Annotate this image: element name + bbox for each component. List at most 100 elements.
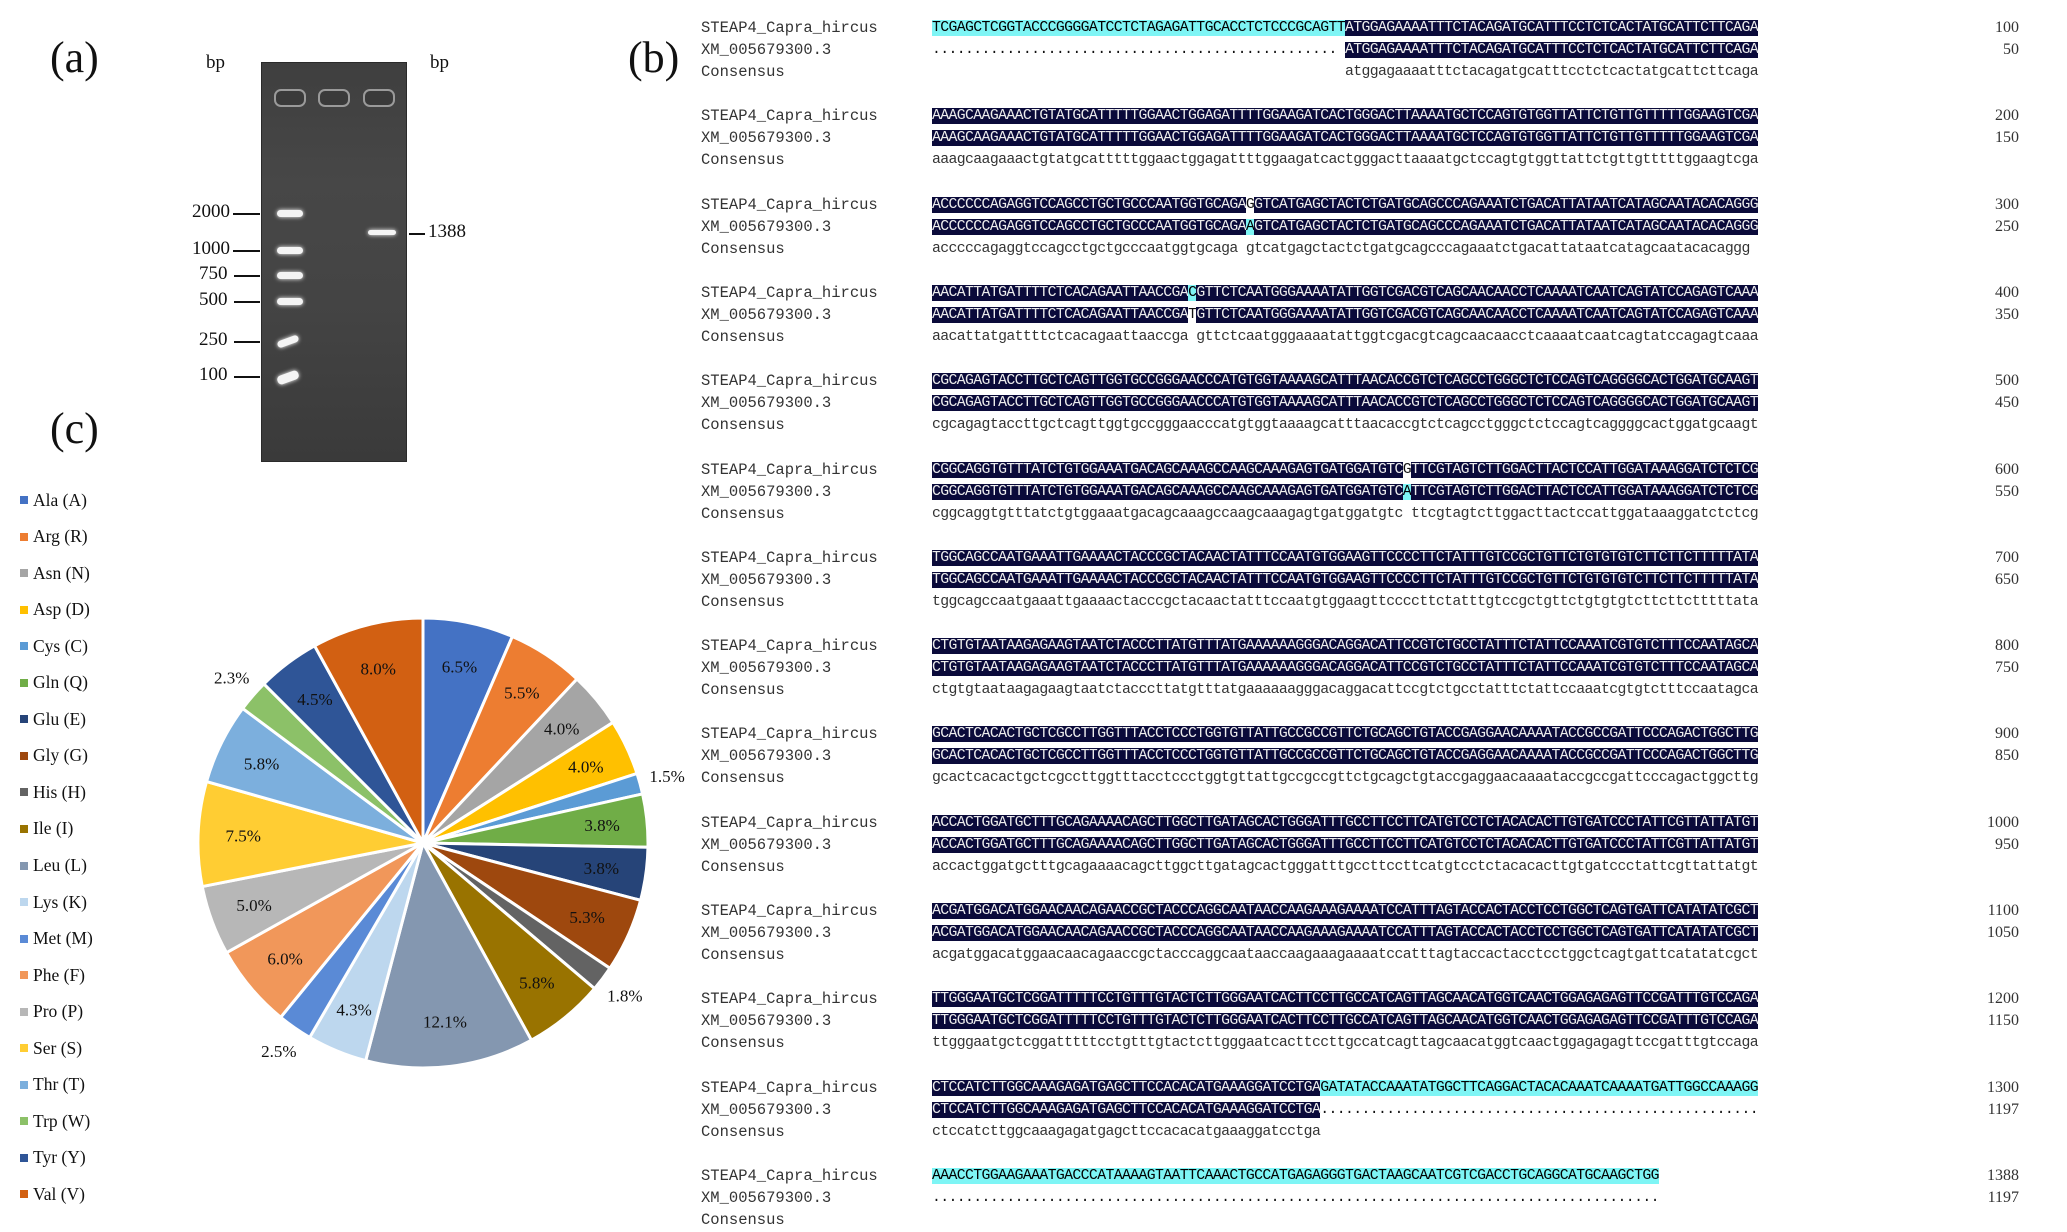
sequence-text: TGGCAGCCAATGAAATTGAAAACTACCCGCTACAACTATT… [932, 547, 1759, 569]
gel-image [261, 62, 407, 462]
legend-item: Asp (D) [20, 598, 90, 622]
pie-data-label: 8.0% [361, 660, 396, 679]
consensus-sequence: aaagcaagaaactgtatgcatttttggaactggagatttt… [932, 149, 1759, 171]
position-number: 1000 [1987, 813, 2019, 831]
sequence-text: TTGGGAATGCTCGGATTTTTCCTGTTTGTACTCTTGGGAA… [932, 988, 1759, 1010]
legend-swatch [20, 678, 28, 687]
identical-segment: GTCATGAGCTACTCTGATGCAGCCCAGAAATCTGACATTA… [1254, 196, 1759, 213]
ladder-tick [234, 376, 260, 378]
position-number: 200 [1995, 107, 2019, 125]
legend-swatch [20, 824, 28, 833]
sequence-text: AAAGCAAGAAACTGTATGCATTTTTGGAACTGGAGATTTT… [932, 105, 1759, 127]
consensus-text: aacattatgattttctcacagaattaaccga gttctcaa… [932, 328, 1759, 345]
sequence-name: XM_005679300.3 [701, 394, 832, 413]
consensus-text: accactggatgctttgcagaaaacagcttggcttgatagc… [932, 858, 1759, 875]
legend-swatch [20, 1080, 28, 1089]
sequence-text: TGGCAGCCAATGAAATTGAAAACTACCCGCTACAACTATT… [932, 569, 1759, 591]
legend-item: Cys (C) [20, 634, 88, 658]
sequence-name: XM_005679300.3 [701, 41, 832, 59]
mismatch-base: C [1188, 284, 1197, 301]
ladder-tick [233, 213, 260, 215]
legend-label: Asn (N) [33, 562, 90, 583]
sequence-text: ACCCCCCAGAGGTCCAGCCTGCTGCCCAATGGTGCAGAGG… [932, 194, 1759, 216]
amino-acid-pie-chart: 6.5% 5.5% 4.0% 4.0% 1.5% 3.8% 3.8% 5.3% 1.8% 5.8%… [196, 616, 685, 1070]
position-number: 1150 [1987, 1012, 2019, 1030]
legend-label: Gln (Q) [33, 672, 88, 693]
ladder-band [277, 210, 303, 217]
sequence-name: Consensus [701, 504, 785, 523]
legend-item: Glu (E) [20, 707, 86, 731]
sequence-name: STEAP4_Capra_hircus [701, 990, 878, 1009]
sequence-text: TTGGGAATGCTCGGATTTTTCCTGTTTGTACTCTTGGGAA… [932, 1010, 1759, 1032]
ladder-tick [234, 301, 260, 303]
mismatch-base: A [1245, 218, 1255, 235]
legend-swatch [20, 642, 28, 651]
sequence-name: XM_005679300.3 [701, 570, 832, 589]
sequence-text: ACCACTGGATGCTTTGCAGAAAACAGCTTGGCTTGATAGC… [932, 812, 1759, 834]
product-label: 1388 [428, 221, 466, 242]
sequence-name: Consensus [701, 1122, 785, 1141]
legend-item: His (H) [20, 780, 86, 804]
ladder-label: 100 [199, 364, 228, 385]
sequence-name: XM_005679300.3 [701, 835, 832, 854]
legend-label: Ile (I) [33, 818, 74, 839]
sequence-name: Consensus [701, 239, 785, 258]
consensus-sequence: cggcaggtgtttatctgtggaaatgacagcaaagccaagc… [932, 503, 1759, 525]
sequence-text: CGCAGAGTACCTTGCTCAGTTGGTGCCGGGAACCCATGTG… [932, 370, 1759, 392]
mismatch-base: G [1245, 196, 1255, 213]
identical-segment: CGGCAGGTGTTTATCTGTGGAAATGACAGCAAAGCCAAGC… [932, 461, 1403, 478]
legend-label: Pro (P) [33, 1001, 84, 1022]
legend-swatch [20, 861, 28, 870]
pie-data-label: 2.5% [261, 1042, 296, 1061]
consensus-text: gcactcacactgctcgccttggtttacctccctggtgtta… [932, 770, 1759, 787]
sequence-text: ACGATGGACATGGAACAACAGAACCGCTACCCAGGCAATA… [932, 922, 1759, 944]
identical-segment: ACGATGGACATGGAACAACAGAACCGCTACCCAGGCAATA… [932, 925, 1759, 941]
identical-segment: ACCCCCCAGAGGTCCAGCCTGCTGCCCAATGGTGCAGA [932, 218, 1246, 235]
panel-label-c: (c) [50, 404, 99, 453]
consensus-sequence: acgatggacatggaacaacagaaccgctacccaggcaata… [932, 944, 1759, 966]
gap-segment: ........................................… [932, 1189, 1659, 1206]
pie-data-label: 4.0% [544, 719, 579, 738]
sequence-text: CTGTGTAATAAGAGAAGTAATCTACCCTTATGTTTATGAA… [932, 657, 1759, 679]
pie-data-label: 5.8% [519, 973, 554, 992]
legend-label: Cys (C) [33, 635, 88, 656]
sequence-name: Consensus [701, 592, 785, 611]
consensus-text: aaagcaagaaactgtatgcatttttggaactggagatttt… [932, 152, 1759, 169]
pie-slice [312, 616, 425, 844]
sequence-name: STEAP4_Capra_hircus [701, 19, 878, 37]
identical-segment: GCACTCACACTGCTCGCCTTGGTTTACCTCCCTGGTGTTA… [932, 748, 1759, 765]
sequence-name: Consensus [701, 416, 785, 435]
identical-segment: GCACTCACACTGCTCGCCTTGGTTTACCTCCCTGGTGTTA… [932, 726, 1759, 743]
identical-segment: AACATTATGATTTTCTCACAGAATTAACCGA [932, 306, 1189, 323]
panel-label-a: (a) [50, 33, 99, 82]
position-number: 650 [1995, 570, 2019, 588]
identical-segment: GTTCTCAATGGGAAAATATTGGTCGACGTCAGCAACAACC… [1196, 284, 1759, 301]
consensus-text: ttgggaatgctcggatttttcctgtttgtactcttgggaa… [932, 1035, 1759, 1052]
legend-label: Asp (D) [33, 599, 90, 620]
legend-label: Tyr (Y) [33, 1147, 86, 1168]
ladder-band [276, 369, 300, 386]
position-number: 1100 [1987, 902, 2019, 919]
sequence-name: STEAP4_Capra_hircus [701, 902, 878, 920]
mismatch-base: T [1188, 306, 1197, 323]
position-number: 1200 [1987, 990, 2019, 1008]
ladder-band [276, 334, 300, 349]
sequence-name: Consensus [701, 151, 785, 170]
legend-item: Leu (L) [20, 854, 87, 878]
consensus-sequence: acccccagaggtccagcctgctgcccaatggtgcaga gt… [932, 238, 1750, 260]
position-number: 50 [2003, 41, 2019, 58]
ladder-tick [234, 341, 260, 343]
sequence-name: Consensus [701, 857, 785, 876]
gap-segment: ........................................… [932, 42, 1345, 58]
position-number: 950 [1995, 835, 2019, 853]
consensus-text: cggcaggtgtttatctgtggaaatgacagcaaagccaagc… [932, 505, 1759, 522]
consensus-text: ctgtgtaataagagaagtaatctacccttatgtttatgaa… [932, 682, 1759, 699]
legend-item: Ser (S) [20, 1036, 82, 1060]
position-number: 250 [1995, 217, 2019, 235]
legend-item: Tyr (Y) [20, 1146, 86, 1170]
pie-data-label: 2.3% [214, 668, 249, 687]
consensus-sequence: ttgggaatgctcggatttttcctgtttgtactcttgggaa… [932, 1032, 1759, 1054]
position-number: 400 [1995, 283, 2019, 301]
identical-segment: ACCCCCCAGAGGTCCAGCCTGCTGCCCAATGGTGCAGA [932, 196, 1246, 213]
sequence-name: STEAP4_Capra_hircus [701, 813, 878, 832]
